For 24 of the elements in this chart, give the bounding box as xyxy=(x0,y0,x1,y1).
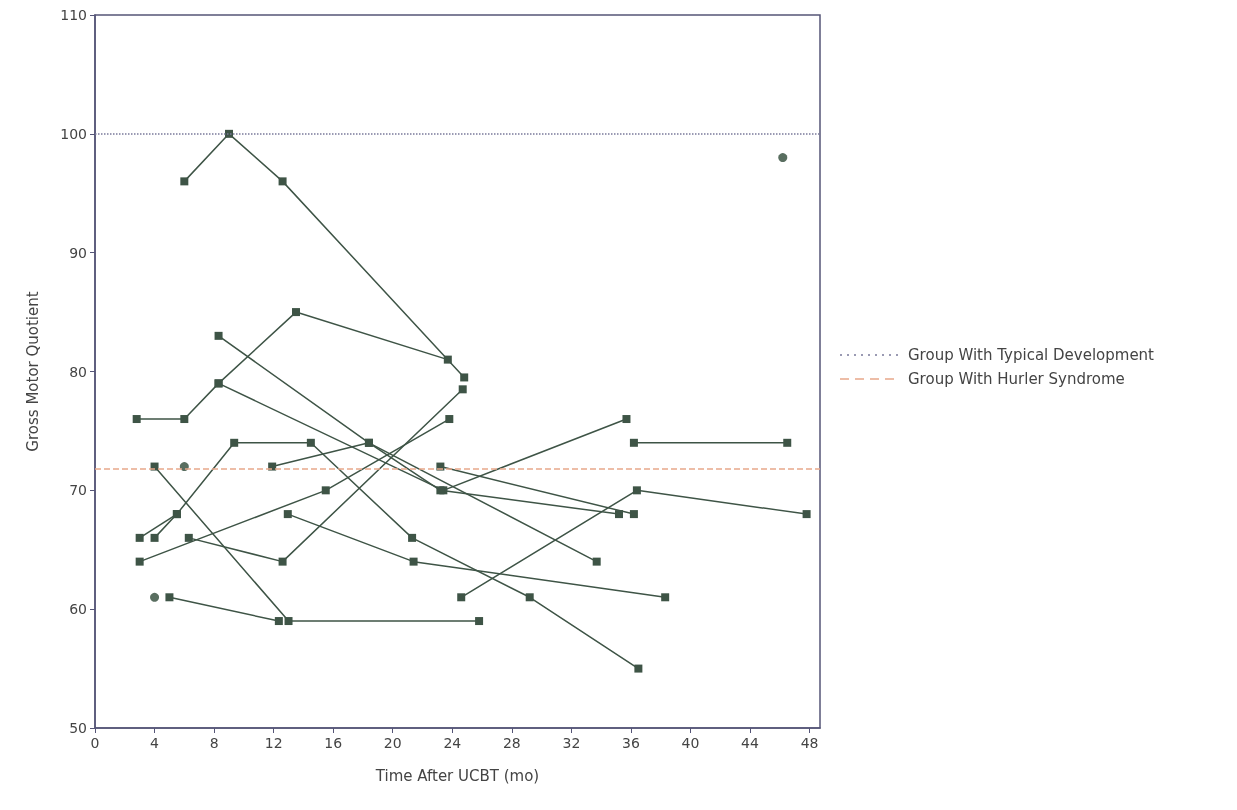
x-tick-label: 40 xyxy=(681,735,700,751)
x-tick-label: 44 xyxy=(741,735,760,751)
x-tick-label: 32 xyxy=(562,735,581,751)
x-tick-label: 36 xyxy=(622,735,640,751)
x-tick-label: 0 xyxy=(90,735,100,751)
x-axis-title: Time After UCBT (mo) xyxy=(374,766,540,785)
legend-label: Group With Typical Development xyxy=(908,346,1155,364)
y-tick-label: 50 xyxy=(69,720,87,736)
x-tick-label: 20 xyxy=(383,735,402,751)
x-tick-label: 28 xyxy=(502,735,521,751)
y-tick-label: 60 xyxy=(69,601,87,618)
x-tick-label: 48 xyxy=(800,735,819,751)
x-tick-label: 8 xyxy=(209,735,219,751)
y-tick-label: 100 xyxy=(60,125,87,142)
y-tick-label: 80 xyxy=(69,363,87,380)
y-tick-label: 110 xyxy=(60,7,87,23)
y-tick-label: 90 xyxy=(69,244,87,261)
x-tick-label: 12 xyxy=(264,735,283,751)
y-axis-title: Gross Motor Quotient xyxy=(23,291,42,452)
x-tick-label: 4 xyxy=(150,735,160,751)
legend-label: Group With Hurler Syndrome xyxy=(908,370,1125,388)
x-tick-label: 16 xyxy=(324,735,343,751)
x-tick-label: 24 xyxy=(443,735,462,751)
y-tick-label: 70 xyxy=(69,482,87,499)
